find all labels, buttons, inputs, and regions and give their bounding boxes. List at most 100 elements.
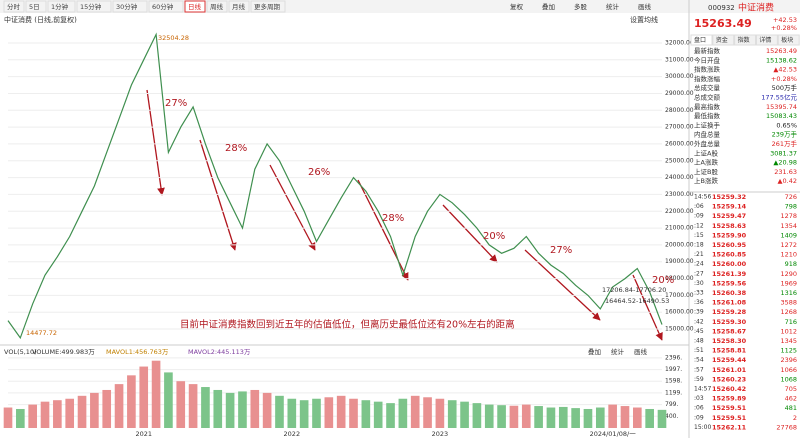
period-label[interactable]: 15分钟 — [80, 2, 102, 11]
tool-label[interactable]: 统计 — [606, 2, 620, 11]
panel-tab-label[interactable]: 指数 — [738, 36, 750, 44]
period-tab[interactable] — [250, 0, 286, 13]
volume-bar — [509, 405, 519, 428]
volume-bar — [583, 408, 593, 428]
quote-label: 今日开盘 — [694, 55, 721, 64]
period-tab[interactable] — [228, 0, 250, 13]
trade-volume: 1066 — [780, 366, 797, 374]
ma-setting[interactable]: 设置均线 — [630, 15, 658, 24]
volume-bar — [77, 395, 87, 428]
volume-bar — [620, 406, 630, 428]
period-tab[interactable] — [76, 0, 112, 13]
volume-bar — [484, 404, 494, 428]
trade-price: 15261.39 — [712, 270, 747, 278]
stock-change: +42.53 — [773, 16, 797, 24]
trade-volume: 1409 — [780, 231, 797, 239]
annotation: 28% — [225, 143, 247, 154]
quote-label: 上B涨跌 — [694, 176, 718, 185]
trade-price: 15259.44 — [712, 356, 747, 364]
period-label[interactable]: 1分钟 — [51, 2, 69, 11]
y-tick-label: 21000.00 — [665, 225, 694, 232]
period-label[interactable]: 周线 — [210, 2, 224, 11]
legend-entry: MAVOL1:456.763万 — [106, 348, 169, 356]
annotation: 26% — [308, 167, 330, 178]
trade-volume: 3588 — [780, 299, 797, 307]
period-tab[interactable] — [47, 0, 76, 13]
volume-bar — [645, 408, 654, 428]
volume-bar — [472, 403, 482, 428]
panel-tab-label[interactable]: 资金 — [716, 36, 728, 44]
tool-label[interactable]: 画线 — [634, 347, 648, 356]
trade-time: :09 — [694, 213, 704, 220]
period-label[interactable]: 更多周期 — [254, 2, 281, 11]
tool-label[interactable]: 多股 — [574, 2, 588, 11]
trade-volume: 798 — [785, 203, 797, 211]
volume-bar — [164, 372, 173, 428]
tool-label[interactable]: 叠加 — [588, 347, 601, 356]
trade-time: :30 — [694, 280, 704, 287]
tool-label[interactable]: 画线 — [638, 2, 652, 11]
trade-volume: 1272 — [780, 241, 797, 249]
panel-tab[interactable] — [755, 34, 778, 46]
quote-value: 15395.74 — [766, 103, 797, 111]
trade-price: 15261.08 — [712, 299, 747, 307]
panel-tab-label[interactable]: 盘口 — [694, 36, 706, 44]
trade-price: 15259.14 — [712, 203, 747, 211]
period-label[interactable]: 30分钟 — [116, 2, 138, 11]
volume-bar — [608, 404, 617, 428]
panel-tab[interactable] — [712, 34, 735, 46]
volume-bar — [250, 389, 260, 428]
trade-price: 15259.90 — [712, 231, 747, 239]
volume-bar — [262, 392, 272, 428]
quote-value: 15083.43 — [766, 112, 797, 120]
trade-price: 15260.42 — [712, 385, 746, 393]
panel-tab[interactable] — [734, 34, 757, 46]
period-label[interactable]: 月线 — [232, 2, 246, 11]
volume-bar — [361, 400, 371, 428]
point-label: 17206.84-17706.20 — [602, 286, 666, 294]
period-tab[interactable] — [25, 0, 47, 13]
trade-time: :39 — [694, 309, 704, 316]
quote-value: 3081.37 — [770, 149, 797, 157]
period-tab[interactable] — [184, 0, 206, 13]
period-tab[interactable] — [3, 0, 25, 13]
tool-label[interactable]: 叠加 — [542, 2, 555, 11]
volume-bar — [213, 389, 223, 428]
panel-tab-label[interactable]: 详情 — [759, 36, 771, 44]
trade-time: :48 — [694, 338, 704, 345]
period-tab[interactable] — [206, 0, 228, 13]
trade-price: 15259.56 — [712, 279, 747, 287]
volume-bar — [275, 395, 284, 428]
period-tab[interactable] — [148, 0, 184, 13]
y-tick-label: 2396. — [665, 354, 682, 361]
volume-bar — [595, 407, 605, 428]
trade-time: :33 — [694, 290, 704, 297]
panel-tab[interactable] — [777, 34, 800, 46]
quote-label: 上证A股 — [694, 148, 718, 157]
panel-tab[interactable] — [690, 34, 713, 46]
y-tick-label: 28000.00 — [665, 107, 694, 114]
trade-time: :12 — [694, 222, 704, 229]
period-label[interactable]: 日线 — [188, 2, 202, 11]
quote-value: 15138.62 — [766, 56, 797, 64]
legend-entry: MAVOL2:445.113万 — [188, 348, 251, 356]
volume-bar — [90, 392, 99, 428]
trade-price: 15258.30 — [712, 337, 747, 345]
trade-time: :45 — [694, 328, 704, 335]
tool-label[interactable]: 统计 — [611, 347, 625, 356]
period-label[interactable]: 5日 — [29, 3, 40, 11]
tool-label[interactable]: 复权 — [510, 2, 524, 11]
period-label[interactable]: 分时 — [7, 2, 21, 11]
trade-volume: 1278 — [780, 212, 797, 220]
y-tick-label: 400. — [665, 413, 678, 420]
quote-label: 最低指数 — [694, 111, 721, 120]
quote-value: +0.28% — [771, 75, 797, 83]
panel-tab-label[interactable]: 板块 — [781, 36, 793, 44]
period-tab[interactable] — [112, 0, 148, 13]
annotation: 27% — [550, 245, 572, 256]
period-label[interactable]: 60分钟 — [152, 2, 174, 11]
volume-bar — [16, 408, 25, 428]
trade-time: :09 — [694, 414, 704, 421]
trade-volume: 705 — [785, 385, 797, 393]
